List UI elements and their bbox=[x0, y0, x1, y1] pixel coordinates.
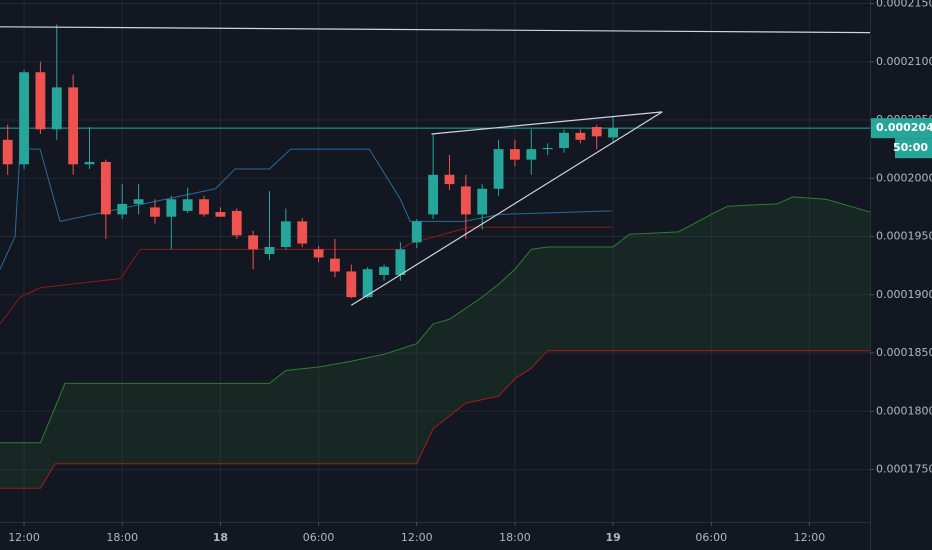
countdown-label: 50:00 bbox=[893, 141, 928, 154]
trendline bbox=[350, 111, 663, 306]
candle-body bbox=[68, 87, 79, 165]
cloud-edge bbox=[0, 196, 871, 444]
countdown-box bbox=[895, 138, 932, 159]
candle-body bbox=[199, 199, 209, 215]
last-price-box bbox=[871, 118, 932, 139]
candle-body bbox=[19, 72, 29, 165]
candle-body bbox=[510, 149, 520, 160]
y-tick-label: 0.0001800 bbox=[876, 404, 932, 417]
candle-body bbox=[51, 87, 62, 130]
candle-body bbox=[379, 266, 389, 275]
candle-body bbox=[264, 247, 275, 255]
candle-body bbox=[395, 249, 406, 275]
candle-body bbox=[460, 186, 471, 215]
candle-body bbox=[297, 221, 308, 244]
candle-body bbox=[313, 249, 324, 258]
candle-body bbox=[150, 207, 160, 217]
candle-body bbox=[608, 128, 619, 138]
candle-body bbox=[248, 235, 259, 250]
x-tick-label: 18 bbox=[213, 531, 228, 544]
x-tick-label: 18:00 bbox=[106, 531, 138, 544]
candle-body bbox=[2, 139, 13, 165]
y-tick-label: 0.0002150 bbox=[876, 0, 932, 9]
candle-body bbox=[362, 269, 373, 298]
indicator-line bbox=[0, 226, 612, 325]
y-tick-label: 0.0001850 bbox=[876, 346, 932, 359]
candle-body bbox=[231, 210, 242, 236]
candle-body bbox=[591, 127, 602, 137]
candle-body bbox=[428, 174, 439, 215]
candle-body bbox=[166, 199, 177, 217]
y-tick-label: 0.0001750 bbox=[876, 463, 932, 476]
x-tick-label: 12:00 bbox=[401, 531, 433, 544]
candle-body bbox=[35, 72, 46, 130]
cloud-edge bbox=[0, 350, 870, 489]
x-tick-label: 12:00 bbox=[794, 531, 826, 544]
y-tick-label: 0.0001900 bbox=[876, 288, 932, 301]
candle-body bbox=[346, 271, 357, 298]
x-tick-label: 19 bbox=[605, 531, 620, 544]
candle-body bbox=[280, 221, 291, 248]
candle-body bbox=[411, 221, 422, 243]
x-tick-label: 18:00 bbox=[499, 531, 531, 544]
x-tick-label: 06:00 bbox=[303, 531, 335, 544]
candle-body bbox=[215, 212, 226, 217]
trendline bbox=[0, 26, 871, 34]
x-tick-label: 06:00 bbox=[695, 531, 727, 544]
cloud-fill bbox=[0, 196, 870, 489]
candle-body bbox=[575, 132, 586, 140]
candle-body bbox=[117, 203, 128, 215]
candle-body bbox=[444, 174, 455, 185]
x-tick-label: 12:00 bbox=[8, 531, 40, 544]
candle-body bbox=[559, 132, 569, 148]
candle-body bbox=[493, 149, 504, 189]
candle-body bbox=[330, 258, 340, 272]
candle-body bbox=[542, 147, 553, 150]
candle-body bbox=[133, 199, 144, 204]
y-tick-label: 0.0002100 bbox=[876, 55, 932, 68]
candle-body bbox=[477, 188, 488, 215]
candle-body bbox=[182, 199, 193, 211]
candle-body bbox=[100, 161, 111, 215]
candle-body bbox=[526, 149, 537, 160]
last-price-label: 0.0002043 bbox=[876, 121, 932, 134]
y-tick-label: 0.0002000 bbox=[876, 171, 932, 184]
candle-body bbox=[84, 161, 95, 165]
y-tick-label: 0.0001950 bbox=[876, 230, 932, 243]
trendline bbox=[431, 111, 663, 135]
